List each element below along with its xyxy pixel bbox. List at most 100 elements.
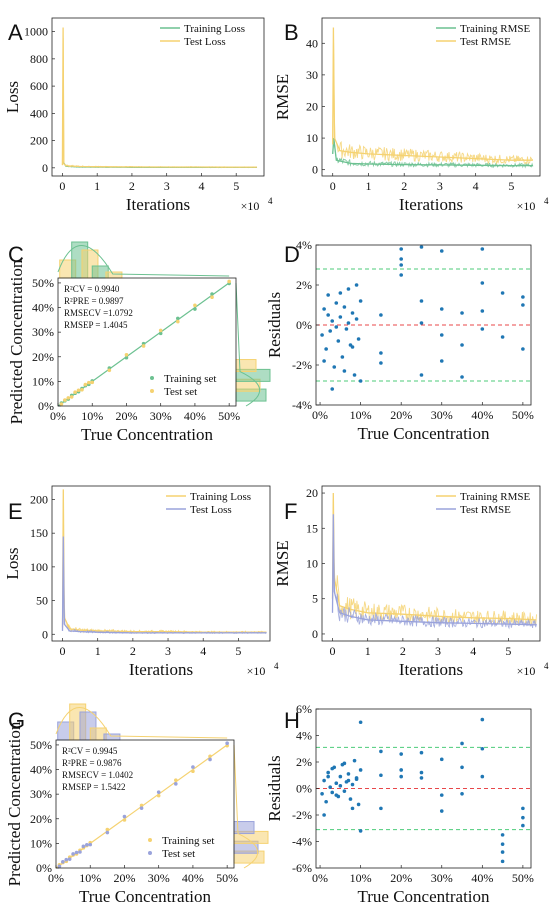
y-tick-label: 100: [30, 560, 48, 574]
residual-point: [342, 369, 347, 373]
scatter-point: [81, 844, 86, 849]
residual-point: [330, 319, 335, 323]
y-tick-label: 30%: [32, 325, 54, 339]
residual-point: [350, 311, 355, 315]
x-axis-label: True Concentration: [357, 424, 490, 443]
y-axis-label: RMSE: [273, 540, 292, 586]
stats-line: RMSECV =1.0792: [64, 308, 133, 318]
residual-point: [324, 799, 328, 804]
scatter-point: [105, 830, 110, 835]
residual-point: [480, 774, 485, 779]
panel-d: D 0% 10% 20% 30% 40% 50% -4% -2% 0% 2% 4% True Conce…: [265, 238, 534, 443]
residual-point: [521, 815, 525, 820]
x-tick-label: 0: [59, 179, 65, 193]
x-tick-label: 50%: [218, 409, 240, 423]
stats-line: RMSEP = 1.5422: [62, 782, 126, 792]
legend-label: Training RMSE: [460, 23, 530, 35]
panel-label: F: [284, 499, 297, 524]
x-tick-label: 1: [365, 644, 371, 658]
scatter-point: [141, 344, 146, 348]
stats-line: RMSEP = 1.4045: [64, 320, 128, 330]
residual-point: [439, 757, 444, 762]
y-tick-label: 0: [312, 163, 318, 177]
residual-point: [350, 782, 355, 787]
residual-point: [336, 339, 341, 343]
y-tick-label: 800: [30, 52, 48, 66]
x-tick-label: 0%: [48, 871, 64, 885]
x-tick-label: 1: [365, 179, 371, 193]
marginal-bar-right: [235, 359, 257, 373]
residual-point: [356, 337, 361, 341]
x-axis-label: True Concentration: [357, 887, 490, 906]
y-tick-label: 200: [30, 492, 48, 506]
y-tick-label: 4%: [296, 729, 312, 743]
y-tick-label: -2%: [292, 808, 312, 822]
residual-point: [350, 345, 355, 349]
y-tick-label: 20%: [30, 812, 52, 826]
marginal-bar-top: [103, 733, 121, 741]
panel-label: C: [8, 242, 24, 267]
marginal-curve-top: [57, 245, 230, 277]
residual-point: [480, 327, 485, 331]
residual-point: [439, 249, 444, 253]
x-exponent-label: ×10: [517, 664, 536, 678]
x-exponent-power: 4: [274, 661, 279, 671]
x-tick-label: 3: [165, 644, 171, 658]
scatter-point: [210, 292, 214, 296]
y-axis-label: Residuals: [265, 755, 284, 821]
x-tick-label: 4: [473, 179, 479, 193]
series-line: [332, 27, 533, 161]
legend-label: Test Loss: [190, 504, 232, 516]
stats-line: R²CV = 0.9945: [62, 746, 118, 756]
x-axis-label: True Concentration: [81, 425, 214, 444]
residual-point: [350, 806, 355, 811]
residual-point: [344, 327, 349, 331]
marginal-curve-right: [233, 744, 258, 869]
panel-label: E: [8, 499, 23, 524]
panel-label: G: [8, 708, 25, 733]
x-tick-label: 10%: [350, 871, 372, 885]
residual-point: [480, 717, 485, 722]
scatter-point: [73, 390, 77, 395]
residual-point: [379, 313, 383, 317]
residual-point: [326, 293, 330, 297]
scatter-point: [90, 380, 95, 385]
residual-point: [334, 301, 339, 305]
y-tick-label: 4%: [296, 238, 312, 252]
scatter-point: [87, 380, 91, 385]
y-tick-label: 15: [306, 521, 318, 535]
x-tick-label: 30%: [431, 408, 453, 422]
residual-point: [419, 750, 424, 755]
stats-line: RMSECV = 1.0402: [62, 770, 133, 780]
x-tick-label: 2: [129, 179, 135, 193]
marginal-bar-right: [233, 821, 255, 835]
scatter-point: [122, 814, 127, 819]
x-tick-label: 5: [233, 179, 239, 193]
scatter-point: [193, 303, 197, 308]
scatter-point: [76, 388, 81, 393]
marginal-curve-top: [55, 707, 228, 739]
scatter-point: [156, 790, 161, 794]
x-tick-label: 0%: [50, 409, 66, 423]
x-exponent-label: ×10: [517, 199, 536, 213]
legend-label: Training Loss: [184, 23, 245, 35]
scatter-point: [174, 782, 178, 786]
x-exponent-label: ×10: [247, 664, 266, 678]
y-axis-label: Loss: [3, 547, 22, 579]
residual-point: [326, 313, 330, 317]
residual-point: [342, 305, 347, 309]
residual-point: [346, 287, 351, 291]
residual-point: [521, 303, 525, 307]
residual-point: [330, 766, 335, 771]
residual-point: [328, 329, 332, 333]
series-line: [332, 138, 533, 167]
residual-point: [342, 761, 347, 766]
series-line: [61, 489, 267, 633]
scatter-point: [78, 850, 82, 854]
y-tick-label: -6%: [292, 861, 312, 875]
residual-point: [399, 768, 403, 772]
y-tick-label: 0: [312, 627, 318, 641]
